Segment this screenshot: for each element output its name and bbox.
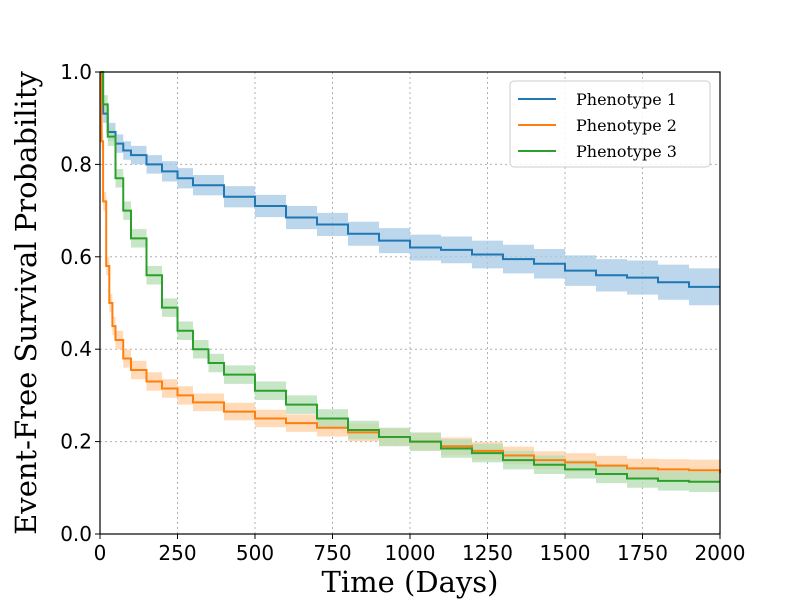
survival-line-phenotype-3 [100,71,720,483]
y-tick-label: 0.0 [60,522,92,546]
x-tick-label: 2000 [695,541,746,565]
y-tick-label: 0.6 [60,245,92,269]
legend-box [509,80,711,168]
x-tick-label: 750 [313,541,351,565]
legend-label-phenotype-2: Phenotype 2 [576,116,677,135]
x-tick-label: 1000 [385,541,436,565]
x-axis-label: Time (Days) [322,565,499,599]
x-tick-label: 1750 [617,541,668,565]
legend: Phenotype 1 Phenotype 2 Phenotype 3 [509,80,711,168]
x-tick-label: 0 [94,541,107,565]
x-tick-label: 1250 [462,541,513,565]
survival-lines [100,71,721,483]
survival-line-phenotype-1 [100,71,720,288]
x-tick-label: 1500 [540,541,591,565]
survival-line-phenotype-2 [100,71,721,474]
legend-label-phenotype-3: Phenotype 3 [576,142,677,161]
y-tick-label: 0.8 [60,152,92,176]
x-tick-label: 250 [158,541,196,565]
x-tick-label: 500 [236,541,274,565]
axis-ticks: 0 250 500 750 1000 1250 1500 1750 2000 0.0 0.2 0.4 0… [60,60,745,565]
legend-label-phenotype-1: Phenotype 1 [576,90,677,109]
y-tick-label: 0.2 [60,430,92,454]
y-tick-label: 0.4 [60,337,92,361]
y-axis-label: Event-Free Survival Probability [9,71,43,535]
y-tick-label: 1.0 [60,60,92,84]
